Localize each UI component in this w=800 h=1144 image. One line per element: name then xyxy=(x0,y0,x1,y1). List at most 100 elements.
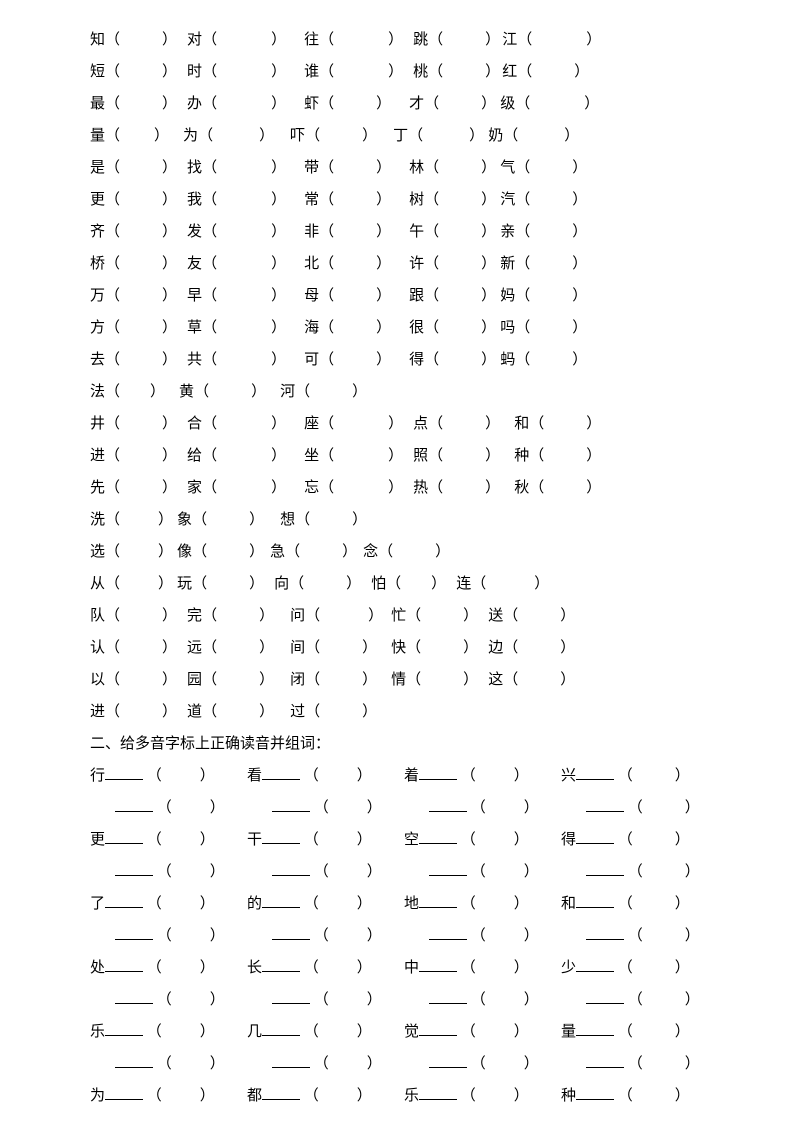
pinyin-blank[interactable] xyxy=(576,957,614,972)
polyphone-char: 几 xyxy=(247,1024,262,1040)
paren-close: ） xyxy=(560,608,575,624)
pinyin-blank[interactable] xyxy=(429,1053,467,1068)
pinyin-blank[interactable] xyxy=(586,797,624,812)
pinyin-blank[interactable] xyxy=(419,957,457,972)
pinyin-blank[interactable] xyxy=(576,893,614,908)
polyphone-cell: （） xyxy=(90,860,247,881)
polyphone-char: 行 xyxy=(90,768,105,784)
char-cell: 秋（） xyxy=(514,476,601,497)
pinyin-blank[interactable] xyxy=(576,829,614,844)
pinyin-blank[interactable] xyxy=(105,957,143,972)
paren-open: （ xyxy=(105,480,120,496)
paren-open: （ xyxy=(202,64,217,80)
char-cell: 快（） xyxy=(391,636,478,657)
polyphone-row: （） （） （） （） xyxy=(90,924,710,945)
pinyin-blank[interactable] xyxy=(115,1053,153,1068)
character: 法 xyxy=(90,380,105,401)
char-cell: 亲（） xyxy=(500,220,587,241)
paren-open: （ xyxy=(406,672,421,688)
character: 虾 xyxy=(304,92,319,113)
character: 秋 xyxy=(514,476,529,497)
pinyin-blank[interactable] xyxy=(115,861,153,876)
paren-open: （ xyxy=(319,256,334,272)
pinyin-blank[interactable] xyxy=(115,925,153,940)
character: 很 xyxy=(409,316,424,337)
pinyin-blank[interactable] xyxy=(262,829,300,844)
pinyin-blank[interactable] xyxy=(586,1053,624,1068)
pinyin-blank[interactable] xyxy=(429,989,467,1004)
pinyin-blank[interactable] xyxy=(576,1085,614,1100)
pinyin-blank[interactable] xyxy=(419,893,457,908)
pinyin-blank[interactable] xyxy=(272,925,310,940)
char-cell: 以（） xyxy=(90,668,177,689)
pinyin-blank[interactable] xyxy=(262,1085,300,1100)
pinyin-blank[interactable] xyxy=(429,797,467,812)
paren-close: ） xyxy=(675,896,690,912)
paren-close: ） xyxy=(388,416,403,432)
pinyin-blank[interactable] xyxy=(272,989,310,1004)
pinyin-blank[interactable] xyxy=(586,989,624,1004)
char-cell: 为（） xyxy=(183,124,274,145)
pinyin-blank[interactable] xyxy=(586,861,624,876)
pinyin-blank[interactable] xyxy=(105,765,143,780)
paren-close: ） xyxy=(376,288,391,304)
character: 林 xyxy=(409,156,424,177)
char-cell: 齐（） xyxy=(90,220,177,241)
pinyin-blank[interactable] xyxy=(429,861,467,876)
char-cell: 我（） xyxy=(187,188,286,209)
pinyin-blank[interactable] xyxy=(272,797,310,812)
char-cell: 去（） xyxy=(90,348,177,369)
pinyin-blank[interactable] xyxy=(419,1021,457,1036)
paren-close: ） xyxy=(376,224,391,240)
pinyin-blank[interactable] xyxy=(262,765,300,780)
paren-open: （ xyxy=(628,928,643,944)
paren-open: （ xyxy=(406,608,421,624)
polyphone-cell: 量 （） xyxy=(561,1020,710,1041)
pinyin-blank[interactable] xyxy=(105,829,143,844)
paren-open: （ xyxy=(157,864,172,880)
pinyin-blank[interactable] xyxy=(105,1021,143,1036)
polyphone-char: 处 xyxy=(90,960,105,976)
pinyin-blank[interactable] xyxy=(429,925,467,940)
pinyin-blank[interactable] xyxy=(576,765,614,780)
character: 吗 xyxy=(500,316,515,337)
pinyin-blank[interactable] xyxy=(262,893,300,908)
paren-close: ） xyxy=(249,544,264,560)
paren-open: （ xyxy=(618,1024,633,1040)
char-cell: 时（） xyxy=(187,60,286,81)
pinyin-blank[interactable] xyxy=(272,861,310,876)
pinyin-blank[interactable] xyxy=(105,893,143,908)
polyphone-cell: 都 （） xyxy=(247,1084,404,1105)
pinyin-blank[interactable] xyxy=(105,1085,143,1100)
character: 间 xyxy=(290,636,305,657)
pinyin-blank[interactable] xyxy=(419,829,457,844)
pinyin-blank[interactable] xyxy=(262,1021,300,1036)
pinyin-blank[interactable] xyxy=(419,1085,457,1100)
paren-open: （ xyxy=(319,288,334,304)
character: 是 xyxy=(90,156,105,177)
paren-close: ） xyxy=(362,128,377,144)
char-row: 法（）黄（）河（） xyxy=(90,380,710,401)
paren-open: （ xyxy=(461,896,476,912)
character: 友 xyxy=(187,252,202,273)
pinyin-blank[interactable] xyxy=(115,989,153,1004)
paren-open: （ xyxy=(304,832,319,848)
pinyin-blank[interactable] xyxy=(576,1021,614,1036)
char-row: 洗（）象（）想（） xyxy=(90,508,710,529)
pinyin-blank[interactable] xyxy=(115,797,153,812)
char-cell: 北（） xyxy=(304,252,391,273)
character: 带 xyxy=(304,156,319,177)
polyphone-char: 的 xyxy=(247,896,262,912)
pinyin-blank[interactable] xyxy=(272,1053,310,1068)
paren-close: ） xyxy=(367,992,382,1008)
paren-close: ） xyxy=(514,832,529,848)
paren-close: ） xyxy=(376,160,391,176)
char-cell: 选（） xyxy=(90,540,173,561)
pinyin-blank[interactable] xyxy=(262,957,300,972)
character: 先 xyxy=(90,476,105,497)
paren-close: ） xyxy=(150,384,165,400)
pinyin-blank[interactable] xyxy=(419,765,457,780)
paren-open: （ xyxy=(192,512,207,528)
character: 奶 xyxy=(488,124,503,145)
pinyin-blank[interactable] xyxy=(586,925,624,940)
